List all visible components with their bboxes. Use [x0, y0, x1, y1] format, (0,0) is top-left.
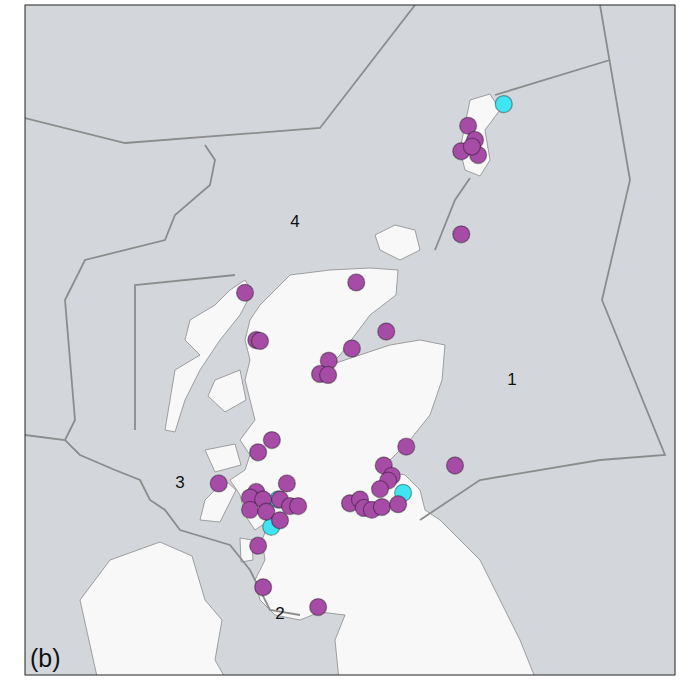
site-point — [453, 226, 470, 243]
map: 1 2 3 4 (b) — [0, 0, 700, 700]
land — [460, 94, 500, 176]
site-point — [378, 323, 395, 340]
site-point — [272, 512, 289, 529]
region-label: 1 — [507, 370, 516, 389]
land — [230, 268, 540, 675]
land — [165, 280, 252, 432]
site-point — [495, 96, 512, 113]
frame — [25, 5, 675, 675]
plot-area — [25, 5, 665, 675]
region-label: 3 — [175, 473, 184, 492]
region-boundary — [420, 5, 665, 520]
region-boundary — [435, 178, 470, 250]
land — [375, 225, 420, 260]
site-point — [252, 332, 269, 349]
site-point — [372, 481, 389, 498]
site-point — [310, 599, 327, 616]
region-boundary — [495, 60, 610, 95]
site-point — [255, 579, 272, 596]
panel-label: (b) — [30, 644, 61, 672]
land — [205, 444, 241, 472]
site-point — [348, 274, 365, 291]
region-boundary — [25, 435, 300, 615]
site-point — [398, 438, 415, 455]
region-boundary — [65, 145, 215, 440]
region-boundary — [25, 5, 415, 143]
site-point — [343, 340, 360, 357]
region-label: 4 — [290, 212, 299, 231]
site-point — [447, 457, 464, 474]
site-point — [237, 284, 254, 301]
region-label: 2 — [275, 604, 284, 623]
site-point — [250, 537, 267, 554]
site-point — [373, 499, 390, 516]
site-point — [463, 138, 480, 155]
site-point — [390, 496, 407, 513]
site-point — [290, 498, 307, 515]
land — [208, 370, 246, 412]
site-point — [320, 366, 337, 383]
site-point — [250, 444, 267, 461]
land — [80, 542, 232, 675]
site-point — [242, 501, 259, 518]
site-point — [278, 475, 295, 492]
map-container: 1 2 3 4 (b) — [0, 0, 700, 700]
site-point — [263, 432, 280, 449]
region-boundary — [135, 275, 235, 430]
site-point — [210, 475, 227, 492]
